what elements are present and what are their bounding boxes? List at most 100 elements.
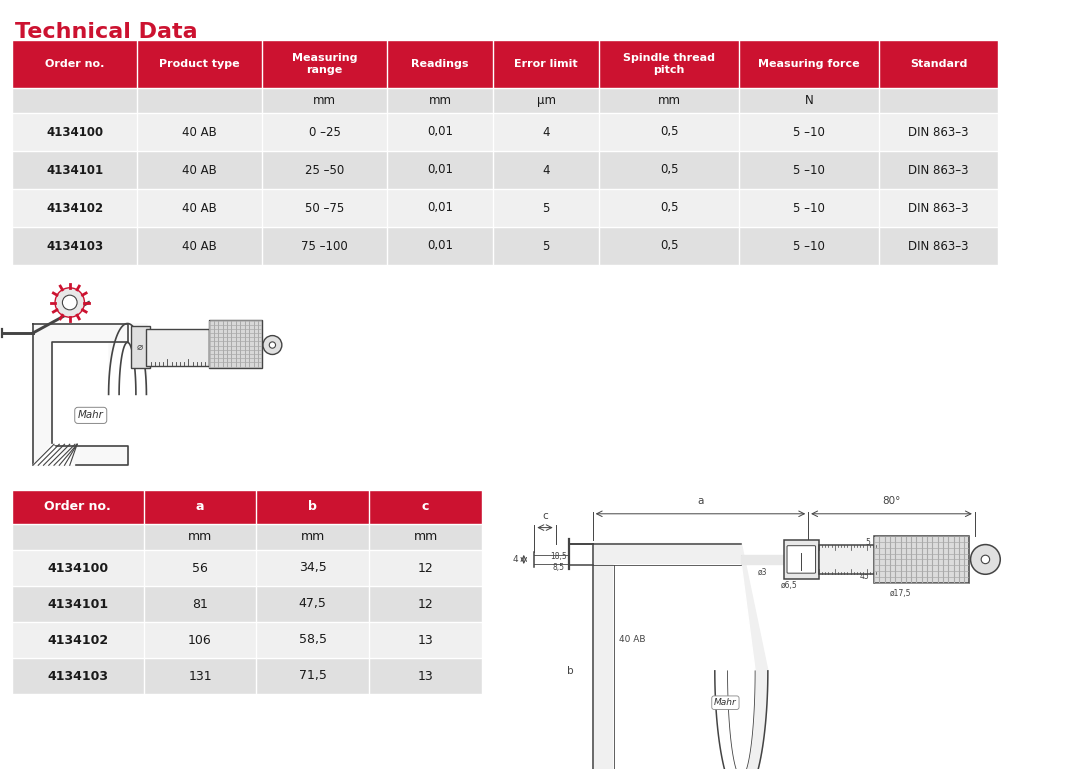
Text: 13: 13 xyxy=(418,670,434,683)
Bar xyxy=(263,88,387,113)
Bar xyxy=(256,622,369,658)
Text: 5 –10: 5 –10 xyxy=(793,125,825,138)
Text: ø6,5: ø6,5 xyxy=(781,581,797,590)
Text: 40 AB: 40 AB xyxy=(182,164,217,177)
Text: 40 AB: 40 AB xyxy=(182,201,217,215)
Bar xyxy=(599,189,739,227)
Text: 8,5: 8,5 xyxy=(552,563,565,571)
Text: 0,01: 0,01 xyxy=(427,201,454,215)
Text: 4134103: 4134103 xyxy=(48,670,108,683)
Bar xyxy=(143,490,256,524)
Text: 0: 0 xyxy=(865,555,870,564)
Text: 4134103: 4134103 xyxy=(46,239,103,252)
Bar xyxy=(369,490,482,524)
Text: 131: 131 xyxy=(188,670,212,683)
Text: 40 AB: 40 AB xyxy=(182,125,217,138)
Text: mm: mm xyxy=(314,94,336,107)
Text: 50 –75: 50 –75 xyxy=(305,201,344,215)
Text: Standard: Standard xyxy=(909,59,967,69)
Bar xyxy=(137,40,263,88)
Circle shape xyxy=(971,544,1000,574)
Bar xyxy=(599,113,739,151)
Bar xyxy=(739,113,879,151)
Text: ø3: ø3 xyxy=(757,568,767,577)
Bar xyxy=(369,658,482,694)
Circle shape xyxy=(269,342,276,348)
Bar xyxy=(369,524,482,550)
Bar xyxy=(494,88,599,113)
Text: 4: 4 xyxy=(542,164,550,177)
Text: 12: 12 xyxy=(418,561,434,574)
Text: DIN 863–3: DIN 863–3 xyxy=(908,164,969,177)
Bar xyxy=(12,550,143,586)
Text: b: b xyxy=(567,666,574,676)
Bar xyxy=(879,88,998,113)
Text: 13: 13 xyxy=(418,634,434,647)
Bar xyxy=(146,329,209,365)
Bar xyxy=(256,524,369,550)
Text: 18,5: 18,5 xyxy=(550,552,567,561)
Text: Mahr: Mahr xyxy=(78,411,104,421)
Text: Product type: Product type xyxy=(159,59,240,69)
Text: Technical Data: Technical Data xyxy=(15,22,197,42)
Bar xyxy=(739,88,879,113)
Text: 106: 106 xyxy=(188,634,212,647)
Bar xyxy=(12,490,143,524)
Bar xyxy=(599,151,739,189)
Text: 0,01: 0,01 xyxy=(427,164,454,177)
Text: 0,01: 0,01 xyxy=(427,239,454,252)
Text: 4134102: 4134102 xyxy=(46,201,103,215)
Text: 0,5: 0,5 xyxy=(660,164,678,177)
Bar xyxy=(369,622,482,658)
Text: 0 –25: 0 –25 xyxy=(309,125,341,138)
Bar xyxy=(143,622,256,658)
Bar xyxy=(209,321,261,368)
Text: Measuring
range: Measuring range xyxy=(292,53,357,75)
Text: Error limit: Error limit xyxy=(514,59,578,69)
Bar xyxy=(819,544,884,574)
Bar xyxy=(494,227,599,265)
Bar xyxy=(12,586,143,622)
Text: 4: 4 xyxy=(542,125,550,138)
Text: 5 –10: 5 –10 xyxy=(793,201,825,215)
Text: DIN 863–3: DIN 863–3 xyxy=(908,125,969,138)
Circle shape xyxy=(55,288,85,317)
Text: 5 –10: 5 –10 xyxy=(793,239,825,252)
Text: 12: 12 xyxy=(418,598,434,611)
Bar xyxy=(256,550,369,586)
Bar xyxy=(12,524,143,550)
Bar xyxy=(12,40,137,88)
Text: c: c xyxy=(542,511,548,521)
Text: 45: 45 xyxy=(860,572,870,581)
Text: Measuring force: Measuring force xyxy=(758,59,860,69)
Bar xyxy=(263,151,387,189)
Bar xyxy=(494,151,599,189)
Text: b: b xyxy=(308,501,317,514)
Text: 75 –100: 75 –100 xyxy=(302,239,348,252)
Text: 40 AB: 40 AB xyxy=(620,634,646,644)
Bar xyxy=(879,113,998,151)
Text: mm: mm xyxy=(413,531,437,544)
Bar xyxy=(387,151,494,189)
Circle shape xyxy=(981,555,990,564)
Bar xyxy=(137,227,263,265)
Polygon shape xyxy=(592,544,768,769)
Bar xyxy=(263,113,387,151)
Text: 4: 4 xyxy=(513,555,519,564)
Bar xyxy=(137,88,263,113)
Bar xyxy=(130,325,150,368)
Bar xyxy=(879,40,998,88)
Polygon shape xyxy=(33,324,128,465)
Bar xyxy=(12,658,143,694)
Text: 80°: 80° xyxy=(882,496,901,506)
Text: 5: 5 xyxy=(542,201,550,215)
Text: mm: mm xyxy=(188,531,213,544)
Bar xyxy=(879,189,998,227)
Bar xyxy=(12,227,137,265)
Bar xyxy=(12,113,137,151)
Bar xyxy=(369,586,482,622)
Bar xyxy=(783,541,819,578)
Bar xyxy=(137,189,263,227)
FancyBboxPatch shape xyxy=(787,546,816,573)
Text: 0,5: 0,5 xyxy=(660,201,678,215)
